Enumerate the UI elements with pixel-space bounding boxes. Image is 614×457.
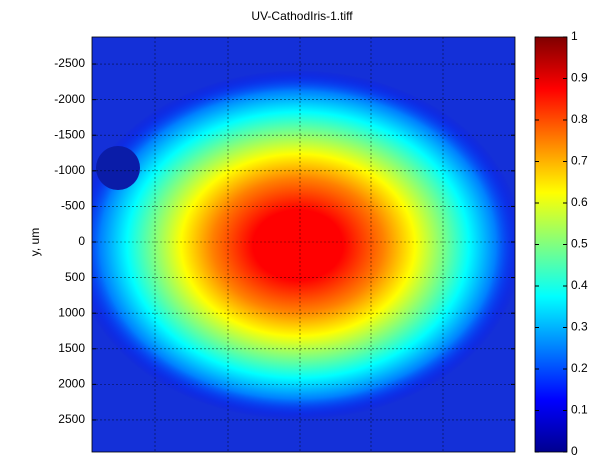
colorbar-tick-label: 0.6: [571, 195, 588, 209]
colorbar-tick-label: 0.8: [571, 112, 588, 126]
heatmap-image: [73, 37, 523, 452]
y-tick-label: -500: [61, 199, 85, 213]
y-tick-label: -1000: [54, 163, 85, 177]
colorbar-tick-label: 0.2: [571, 361, 588, 375]
colorbar-tick-label: 0.3: [571, 320, 588, 334]
colorbar-tick-label: 0.5: [571, 237, 588, 251]
y-tick-label: -1500: [54, 127, 85, 141]
y-tick-label: -2000: [54, 92, 85, 106]
y-axis-label: y, um: [28, 228, 42, 256]
iris-shadow: [96, 146, 140, 190]
beam-spot: [73, 70, 523, 420]
chart-title: UV-CathodIris-1.tiff: [251, 9, 353, 23]
y-tick-label: 0: [78, 234, 85, 248]
colorbar-tick-label: 0.1: [571, 403, 588, 417]
colorbar-tick-label: 0.9: [571, 71, 588, 85]
colorbar-tick-label: 0.7: [571, 154, 588, 168]
colorbar-tick-label: 0: [571, 444, 578, 457]
y-tick-label: 500: [65, 270, 85, 284]
y-tick-label: 1500: [58, 341, 85, 355]
y-tick-label: -2500: [54, 56, 85, 70]
y-tick-label: 1000: [58, 305, 85, 319]
y-tick-label: 2500: [58, 412, 85, 426]
colorbar-tick-label: 0.4: [571, 278, 588, 292]
colorbar: [535, 37, 567, 452]
chart: UV-CathodIris-1.tiff y, um -2500 -2000 -15…: [0, 0, 614, 457]
colorbar-tick-label: 1: [571, 29, 578, 43]
y-tick-label: 2000: [58, 377, 85, 391]
